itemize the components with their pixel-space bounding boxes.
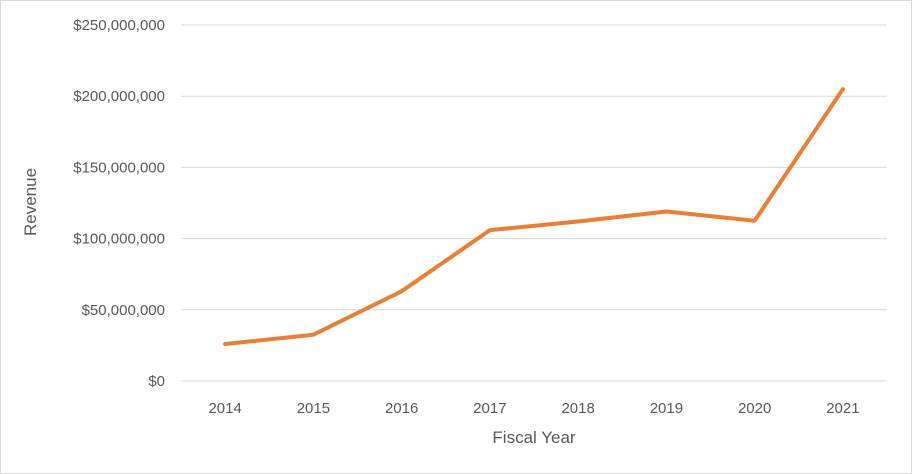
y-tick-label: $150,000,000: [73, 159, 165, 176]
x-tick-label: 2014: [208, 400, 241, 417]
x-tick-label: 2019: [650, 400, 683, 417]
x-tick-label: 2018: [561, 400, 594, 417]
x-axis-ticks: 2014 2015 2016 2017 2018 2019 2020 2021: [208, 400, 859, 417]
x-tick-label: 2017: [473, 400, 506, 417]
y-tick-label: $250,000,000: [73, 17, 165, 34]
y-tick-label: $0: [148, 373, 165, 390]
y-tick-label: $100,000,000: [73, 231, 165, 248]
series-group: [223, 87, 845, 346]
x-tick-label: 2016: [385, 400, 418, 417]
x-axis-title: Fiscal Year: [492, 428, 575, 447]
y-axis-title: Revenue: [21, 168, 40, 236]
x-tick-label: 2021: [826, 400, 859, 417]
series-line: [223, 87, 845, 346]
x-tick-label: 2020: [738, 400, 771, 417]
y-axis-ticks: $0 $50,000,000 $100,000,000 $150,000,000 $20…: [73, 17, 165, 390]
y-tick-label: $50,000,000: [82, 302, 165, 319]
y-tick-label: $200,000,000: [73, 88, 165, 105]
x-tick-label: 2015: [297, 400, 330, 417]
gridlines: [181, 24, 887, 382]
